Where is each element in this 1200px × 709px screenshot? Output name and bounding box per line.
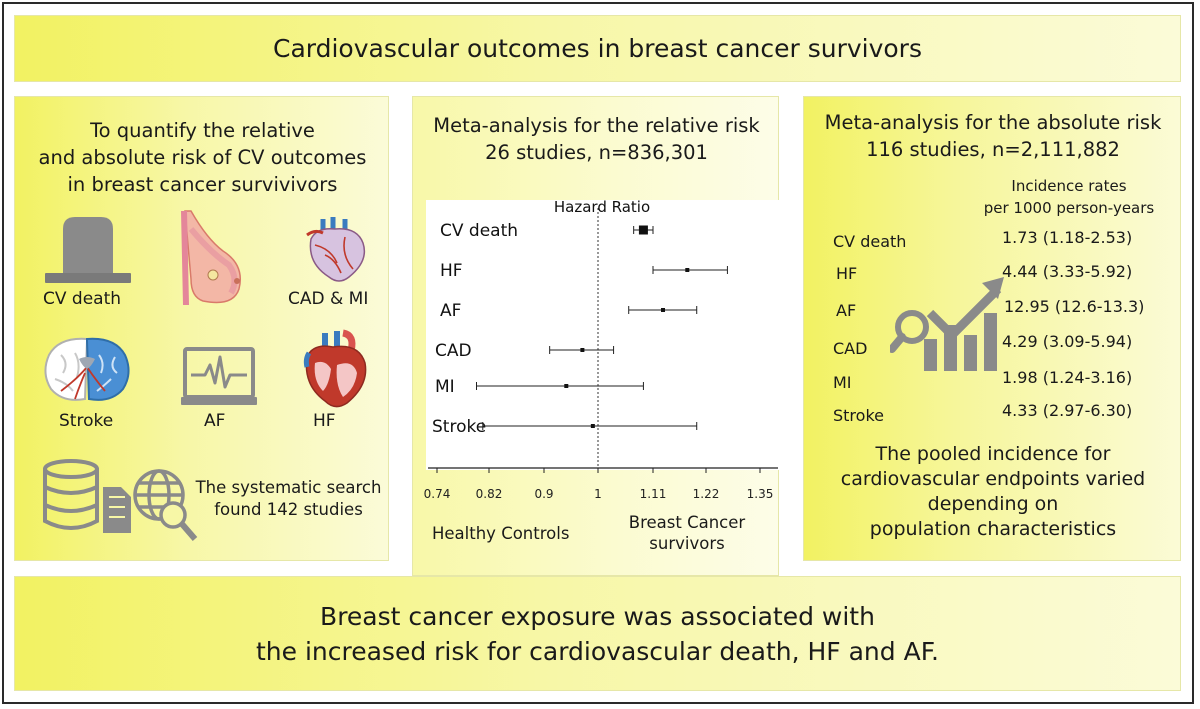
hf-icon-label: HF [313, 411, 336, 431]
cad-mi-icon-label: CAD & MI [288, 289, 369, 309]
brain-icon [44, 337, 130, 401]
relative-risk-heading-line-2: 26 studies, n=836,301 [485, 141, 708, 164]
ir-value-af: 12.95 (12.6-13.3) [1004, 297, 1145, 316]
breast-anatomy-icon [181, 210, 241, 305]
ir-label-af: AF [836, 301, 857, 320]
af-icon-label: AF [204, 411, 226, 431]
relative-risk-heading: Meta-analysis for the relative risk 26 s… [413, 112, 780, 166]
hazard-ratio-point [580, 348, 585, 352]
x-tick-label: 0.82 [476, 487, 503, 501]
conclusion-line-2: the increased risk for cardiovascular de… [255, 636, 940, 666]
forest-row-label: MI [435, 377, 455, 397]
ir-value-hf: 4.44 (3.33-5.92) [1002, 262, 1133, 281]
conclusion-line-1: Breast cancer exposure was associated wi… [320, 601, 875, 631]
search-line-1: The systematic search [195, 478, 382, 497]
hazard-ratio-point [661, 308, 666, 312]
note-line-4: population characteristics [869, 518, 1117, 540]
objective-panel: To quantify the relative and absolute ri… [14, 96, 389, 561]
title-banner: Cardiovascular outcomes in breast cancer… [14, 15, 1181, 82]
conclusion-banner: Breast cancer exposure was associated wi… [14, 576, 1181, 691]
incidence-note: The pooled incidence for cardiovascular … [804, 442, 1182, 542]
favors-right-line-2: survivors [649, 534, 725, 553]
x-tick-label: 1.22 [693, 487, 720, 501]
incidence-header: Incidence rates per 1000 person-years [964, 175, 1174, 219]
hazard-ratio-point [564, 384, 569, 388]
ir-label-stroke: Stroke [833, 406, 884, 425]
ir-value-cad: 4.29 (3.09-5.94) [1002, 332, 1133, 351]
heart-section-icon [303, 329, 367, 408]
x-tick-label: 0.74 [424, 487, 451, 501]
cv-death-icon-label: CV death [43, 289, 122, 309]
x-tick-label: 1.35 [747, 487, 774, 501]
forest-row-label: Stroke [432, 417, 486, 437]
search-line-2: found 142 studies [214, 500, 363, 519]
ir-value-stroke: 4.33 (2.97-6.30) [1002, 401, 1133, 420]
forest-title: Hazard Ratio [554, 198, 650, 216]
search-result-text: The systematic search found 142 studies [191, 477, 386, 521]
objective-line-2: and absolute risk of CV outcomes [38, 146, 367, 169]
relative-risk-heading-line-1: Meta-analysis for the relative risk [433, 114, 760, 137]
note-line-3: depending on [927, 493, 1059, 515]
incidence-header-line-2: per 1000 person-years [983, 199, 1155, 217]
absolute-risk-heading: Meta-analysis for the absolute risk 116 … [804, 109, 1182, 163]
x-tick-label: 1.11 [640, 487, 667, 501]
stroke-icon-label: Stroke [59, 411, 114, 431]
database-search-icon [43, 459, 198, 541]
ir-label-cad: CAD [833, 339, 868, 358]
page-title: Cardiovascular outcomes in breast cancer… [273, 34, 922, 63]
forest-row-label: CV death [440, 221, 518, 241]
heart-coronary-icon [306, 217, 366, 282]
ir-label-cv-death: CV death [833, 232, 907, 251]
note-line-1: The pooled incidence for [875, 443, 1111, 465]
incidence-header-line-1: Incidence rates [1011, 177, 1127, 195]
objective-line-1: To quantify the relative [90, 119, 315, 142]
x-tick-label: 1 [594, 487, 602, 501]
absolute-risk-heading-line-1: Meta-analysis for the absolute risk [824, 111, 1162, 134]
trend-analysis-icon [890, 277, 1004, 371]
tombstone-icon [45, 217, 131, 283]
absolute-risk-panel: Meta-analysis for the absolute risk 116 … [803, 96, 1181, 561]
forest-plot-area [426, 200, 780, 470]
x-tick-label: 0.9 [534, 487, 553, 501]
forest-row-label: HF [440, 261, 463, 281]
ecg-monitor-icon [181, 347, 257, 405]
forest-row-label: CAD [435, 341, 472, 361]
note-line-2: cardiovascular endpoints varied [840, 468, 1146, 490]
ir-value-mi: 1.98 (1.24-3.16) [1002, 368, 1133, 387]
favors-healthy-controls: Healthy Controls [432, 524, 570, 543]
favors-right-line-1: Breast Cancer [628, 513, 746, 532]
hazard-ratio-point [590, 424, 595, 428]
objective-line-3: in breast cancer survivivors [67, 173, 338, 196]
forest-row-label: AF [440, 301, 461, 321]
ir-value-cv-death: 1.73 (1.18-2.53) [1002, 228, 1133, 247]
absolute-risk-heading-line-2: 116 studies, n=2,111,882 [866, 138, 1120, 161]
hazard-ratio-point [685, 268, 690, 272]
ir-label-hf: HF [836, 264, 858, 283]
objective-text: To quantify the relative and absolute ri… [15, 117, 390, 198]
favors-breast-cancer-survivors: Breast Cancer survivors [612, 512, 762, 554]
hazard-ratio-point [638, 225, 648, 235]
ir-label-mi: MI [833, 373, 852, 392]
